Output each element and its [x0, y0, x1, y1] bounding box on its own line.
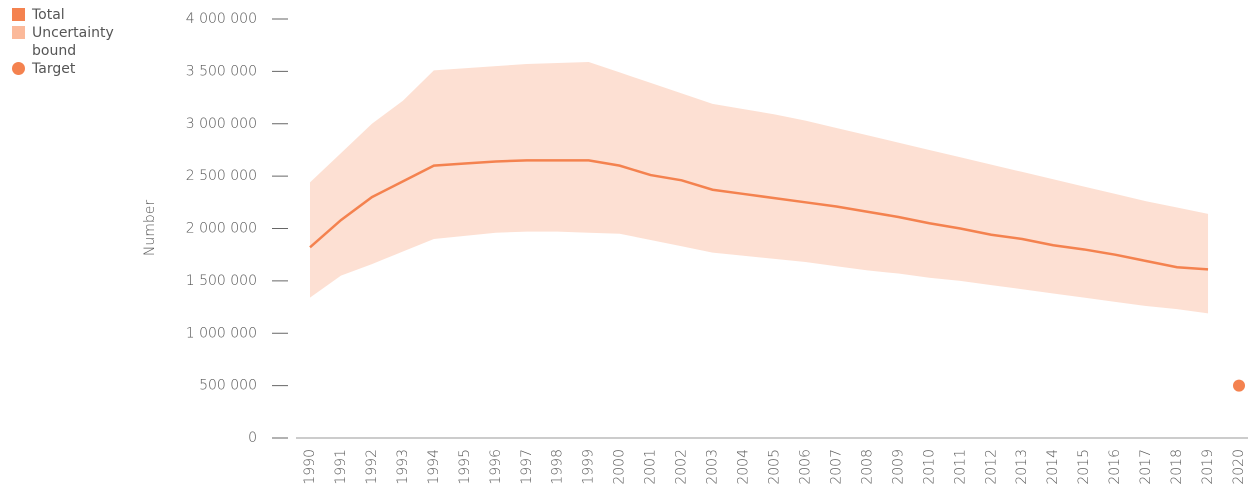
x-tick-label: 2010: [921, 449, 937, 485]
x-tick-label: 1998: [550, 449, 566, 485]
x-tick-label: 1997: [519, 449, 535, 485]
x-tick-label: 2007: [828, 449, 844, 485]
x-tick-label: 1992: [364, 449, 380, 485]
x-tick-label: 2018: [1169, 449, 1185, 485]
legend-swatch: [12, 8, 25, 21]
y-tick-label: 4 000 000: [186, 11, 257, 27]
legend-swatch: [12, 62, 25, 75]
x-tick-label: 1999: [581, 449, 597, 485]
y-tick-label: 1 000 000: [186, 325, 257, 341]
x-tick-label: 2014: [1045, 449, 1061, 485]
x-tick-label: 2005: [767, 449, 783, 485]
x-tick-label: 2015: [1076, 449, 1092, 485]
legend-item: Target: [12, 60, 137, 78]
x-tick-label: 2012: [983, 449, 999, 485]
target-point: [1233, 379, 1245, 392]
x-tick-label: 2008: [859, 449, 875, 485]
x-tick-label: 1993: [395, 449, 411, 485]
x-tick-label: 2002: [674, 449, 690, 485]
legend-item: Total: [12, 6, 137, 24]
x-tick-label: 2011: [952, 449, 968, 485]
x-tick-label: 2001: [643, 449, 659, 485]
x-tick-label: 2013: [1014, 449, 1030, 485]
x-tick-label: 2000: [612, 449, 628, 485]
legend-label: Target: [32, 61, 76, 77]
x-tick-label: 2004: [736, 449, 752, 485]
x-tick-label: 2016: [1107, 449, 1123, 485]
total-line: [309, 159, 1209, 271]
x-tick-label: 1996: [488, 449, 504, 485]
legend-swatch: [12, 26, 25, 39]
x-tick-label: 1991: [333, 449, 349, 485]
x-tick-label: 1994: [426, 449, 442, 485]
x-tick-label: 1990: [302, 449, 318, 485]
y-tick-label: 3 000 000: [186, 116, 257, 132]
y-tick-label: 1 500 000: [186, 273, 257, 289]
x-tick-label: 2006: [797, 449, 813, 485]
y-tick-label: 0: [248, 430, 257, 446]
uncertainty-band: [310, 61, 1209, 314]
y-tick-label: 2 500 000: [186, 168, 257, 184]
x-tick-label: 2019: [1200, 449, 1216, 485]
x-tick-label: 2003: [705, 449, 721, 485]
x-tick-label: 2020: [1231, 449, 1247, 485]
y-tick-label: 3 500 000: [186, 63, 257, 79]
legend-label: Total: [32, 7, 65, 23]
legend-item: Uncertainty bound: [12, 24, 137, 60]
y-tick-label: 2 000 000: [186, 221, 257, 237]
legend: Total Uncertainty bound Target: [12, 6, 137, 78]
x-tick-label: 2017: [1138, 449, 1154, 485]
legend-label: Uncertainty bound: [32, 25, 114, 59]
y-tick-label: 500 000: [199, 378, 257, 394]
x-tick-label: 2009: [890, 449, 906, 485]
x-tick-label: 1995: [457, 449, 473, 485]
y-axis-label: Number: [142, 200, 158, 256]
